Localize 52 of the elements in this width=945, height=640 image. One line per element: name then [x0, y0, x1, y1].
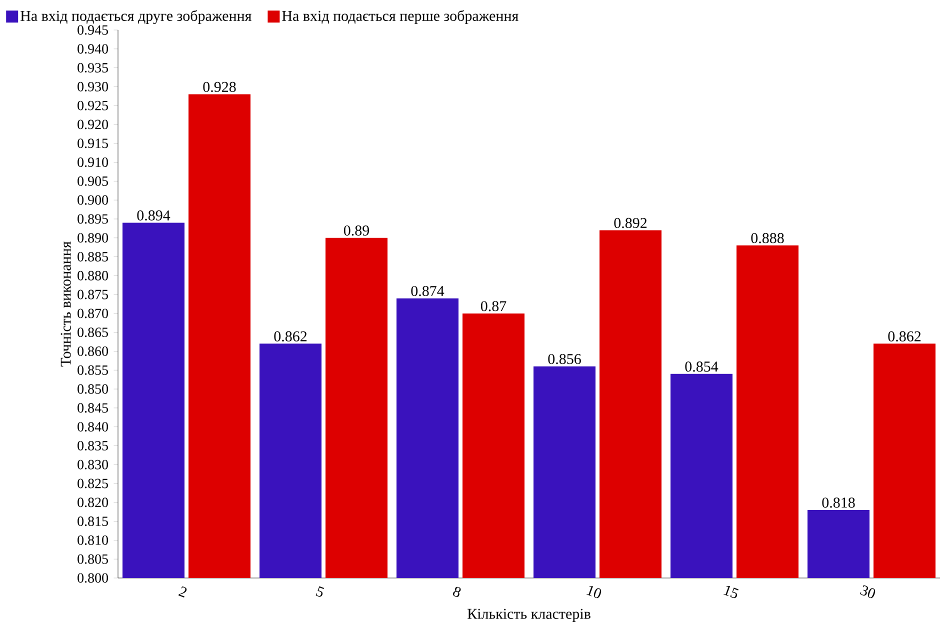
y-tick-label: 0.820	[78, 498, 108, 508]
y-tick-label: 0.875	[78, 290, 108, 300]
data-label: 0.87	[480, 301, 506, 312]
y-tick-label: 0.815	[78, 516, 108, 526]
y-tick-label: 0.855	[78, 365, 108, 375]
y-tick-label: 0.840	[78, 422, 108, 432]
y-tick-label: 0.905	[78, 176, 108, 186]
x-tick-label: 10	[586, 586, 602, 598]
y-tick-label: 0.885	[78, 252, 108, 262]
legend-label: На вхід подається друге зображення	[20, 10, 252, 24]
y-tick-label: 0.910	[78, 158, 108, 168]
x-tick-label: 2	[178, 586, 187, 598]
y-tick-label: 0.865	[78, 328, 108, 338]
data-label: 0.874	[411, 286, 444, 296]
y-tick-label: 0.920	[78, 120, 108, 130]
y-tick-label: 0.870	[78, 308, 108, 318]
data-label: 0.862	[888, 331, 921, 342]
data-label: 0.928	[203, 82, 236, 92]
data-label: 0.854	[685, 362, 718, 372]
y-tick-label: 0.930	[78, 82, 108, 92]
data-label: 0.892	[614, 218, 647, 228]
x-axis-title: Кількість кластерів	[468, 608, 590, 622]
y-tick-label: 0.835	[78, 440, 108, 450]
y-tick-label: 0.800	[78, 573, 108, 583]
data-label: 0.89	[344, 225, 370, 236]
data-label: 0.894	[137, 210, 170, 221]
x-tick-label: 15	[724, 586, 739, 598]
y-tick-label: 0.860	[78, 346, 108, 356]
y-tick-label: 0.900	[78, 195, 108, 205]
data-label: 0.856	[548, 354, 581, 364]
x-tick-label: 5	[316, 586, 324, 597]
y-tick-label: 0.845	[78, 403, 108, 413]
y-tick-label: 0.850	[78, 384, 108, 394]
y-tick-label: 0.830	[78, 460, 108, 470]
data-label: 0.862	[274, 331, 307, 342]
y-tick-label: 0.945	[78, 25, 108, 35]
data-label: 0.818	[822, 498, 855, 508]
x-tick-label: 8	[453, 586, 461, 597]
y-axis-title: Точність виконання	[60, 242, 71, 366]
y-tick-label: 0.935	[78, 63, 108, 73]
legend-label: На вхід подається перше зображення	[282, 10, 518, 24]
y-tick-label: 0.895	[78, 214, 108, 224]
y-tick-label: 0.940	[78, 44, 108, 54]
data-label: 0.888	[751, 233, 784, 244]
y-tick-label: 0.915	[78, 138, 108, 148]
y-tick-label: 0.890	[78, 233, 108, 243]
y-tick-label: 0.880	[78, 270, 108, 280]
x-tick-label: 30	[860, 585, 876, 598]
y-tick-label: 0.825	[78, 478, 108, 488]
y-tick-label: 0.925	[78, 100, 108, 110]
y-tick-label: 0.810	[78, 535, 108, 545]
y-tick-label: 0.805	[78, 554, 108, 564]
